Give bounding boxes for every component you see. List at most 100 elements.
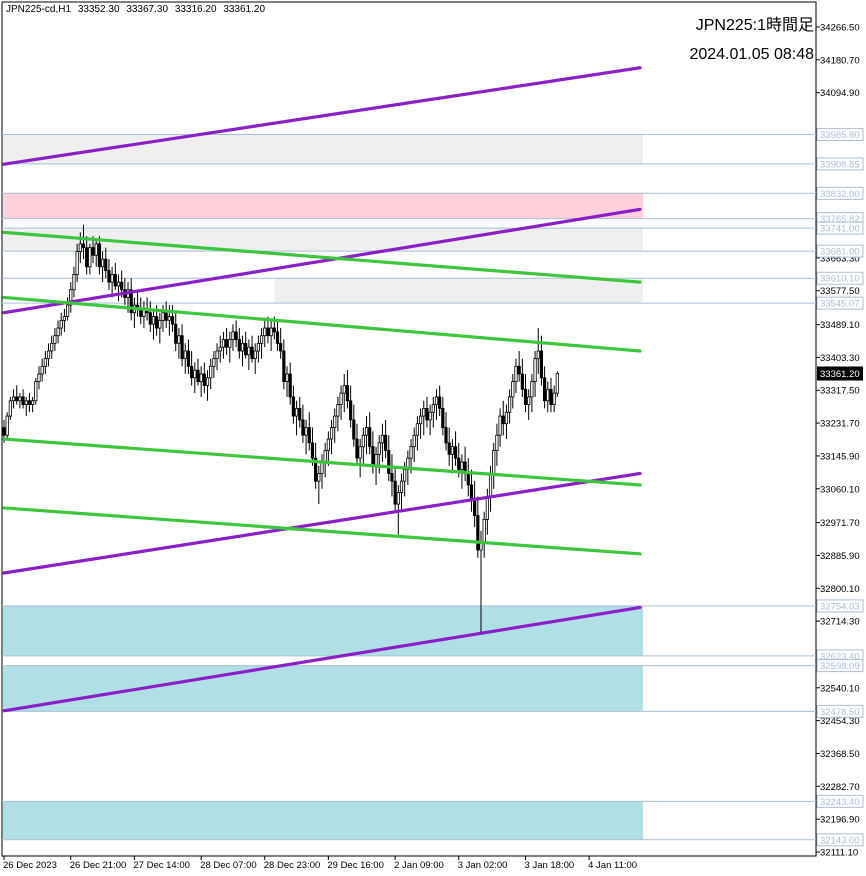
candle-body bbox=[495, 434, 499, 451]
green-trendline-6 bbox=[2, 437, 642, 487]
candle-body bbox=[167, 316, 171, 321]
candle-body bbox=[78, 243, 82, 252]
candle-body bbox=[21, 396, 25, 405]
level-label-box bbox=[816, 157, 864, 171]
green-trendline-4 bbox=[2, 230, 642, 284]
candle-body bbox=[514, 365, 518, 383]
candle-body bbox=[34, 381, 38, 402]
candle-body bbox=[186, 350, 191, 367]
purple-trendline-3 bbox=[2, 605, 642, 713]
candle-body bbox=[457, 457, 461, 471]
candle-body bbox=[320, 461, 324, 474]
level-label-box bbox=[816, 186, 864, 200]
candle-body bbox=[170, 316, 175, 325]
zone-blue-5 bbox=[3, 665, 643, 712]
candle-body bbox=[81, 243, 86, 249]
price-tick-label: 34180.70 bbox=[820, 55, 860, 66]
candle-body bbox=[422, 408, 426, 417]
level-label-box bbox=[816, 599, 864, 613]
time-tick-label: 27 Dec 14:00 bbox=[133, 860, 190, 871]
candle-body bbox=[180, 335, 184, 360]
candle-body bbox=[8, 400, 12, 417]
candle-body bbox=[193, 369, 197, 379]
level-label-box bbox=[816, 244, 864, 258]
candle-body bbox=[444, 427, 448, 444]
candle-body bbox=[415, 423, 420, 436]
purple-trendline-0 bbox=[2, 66, 642, 166]
candle-body bbox=[221, 339, 226, 348]
candle-body bbox=[272, 327, 276, 333]
candle-body bbox=[275, 331, 280, 344]
zone-blue-4 bbox=[3, 605, 643, 656]
candle-body bbox=[288, 373, 292, 398]
candle-body bbox=[18, 396, 22, 402]
candle-body bbox=[552, 392, 556, 405]
level-label-box bbox=[816, 127, 864, 141]
candle-body bbox=[447, 442, 451, 455]
candle-body bbox=[148, 312, 152, 325]
candle-body bbox=[434, 396, 439, 405]
close-value: 33361.20 bbox=[223, 4, 266, 15]
level-label: 33681.00 bbox=[820, 247, 860, 258]
candle-body bbox=[333, 415, 337, 428]
symbol-header: JPN225-cd,H1 33352.30 33367.30 33316.20 … bbox=[6, 4, 269, 15]
candle-body bbox=[323, 450, 327, 463]
candle-body bbox=[69, 289, 73, 306]
candle-body bbox=[212, 358, 216, 367]
candle-body bbox=[441, 408, 445, 428]
candle-body bbox=[314, 457, 318, 482]
price-tick-label: 33060.10 bbox=[820, 484, 860, 495]
candle-body bbox=[120, 281, 124, 291]
candle-body bbox=[285, 373, 289, 383]
price-tick-label: 32196.90 bbox=[820, 815, 860, 826]
candle-body bbox=[409, 446, 413, 459]
chart-datetime: 2024.01.05 08:48 bbox=[689, 46, 814, 63]
price-tick-label: 32800.10 bbox=[820, 584, 860, 595]
price-tick-label: 33145.90 bbox=[820, 451, 860, 462]
low-value: 33316.20 bbox=[174, 4, 217, 15]
candle-body bbox=[237, 339, 241, 352]
candle-body bbox=[94, 243, 98, 256]
candle-body bbox=[450, 446, 454, 455]
price-tick-label: 32714.30 bbox=[820, 617, 860, 628]
price-tick-label: 33231.70 bbox=[820, 419, 860, 430]
candle-body bbox=[31, 400, 35, 405]
candle-body bbox=[352, 419, 356, 440]
candle-body bbox=[533, 358, 537, 383]
candle-body bbox=[466, 473, 470, 486]
candle-body bbox=[62, 316, 67, 321]
current-price-tag bbox=[817, 366, 863, 381]
candle-body bbox=[425, 408, 429, 421]
candle-body bbox=[104, 258, 108, 272]
candle-body bbox=[403, 469, 407, 482]
candle-body bbox=[488, 473, 493, 497]
candle-body bbox=[549, 388, 553, 405]
candle-body bbox=[59, 319, 63, 329]
price-tick-label: 32282.70 bbox=[820, 782, 860, 793]
candle-body bbox=[523, 388, 528, 405]
price-tick-label: 34094.90 bbox=[820, 88, 860, 99]
candle-body bbox=[279, 342, 283, 352]
candle-body bbox=[298, 408, 302, 421]
candle-body bbox=[110, 274, 114, 283]
candle-body bbox=[234, 331, 238, 340]
candle-body bbox=[282, 350, 286, 383]
candle-body bbox=[85, 247, 89, 268]
candle-body bbox=[91, 247, 95, 256]
candle-body bbox=[504, 411, 509, 425]
time-tick-label: 3 Jan 18:00 bbox=[525, 860, 575, 871]
candle-body bbox=[476, 515, 480, 551]
purple-trendline-2 bbox=[2, 471, 642, 575]
candle-body bbox=[485, 496, 489, 520]
zone-pink-1 bbox=[3, 193, 643, 219]
price-tick-label: 33489.10 bbox=[820, 320, 860, 331]
candle-body bbox=[380, 434, 385, 444]
level-label: 33765.82 bbox=[820, 214, 860, 225]
price-tick-label: 32454.30 bbox=[820, 716, 860, 727]
candle-body bbox=[259, 335, 264, 344]
candle-body bbox=[393, 480, 397, 505]
candle-body bbox=[205, 377, 210, 386]
candle-body bbox=[469, 484, 474, 501]
purple-trendline-1 bbox=[2, 207, 642, 315]
